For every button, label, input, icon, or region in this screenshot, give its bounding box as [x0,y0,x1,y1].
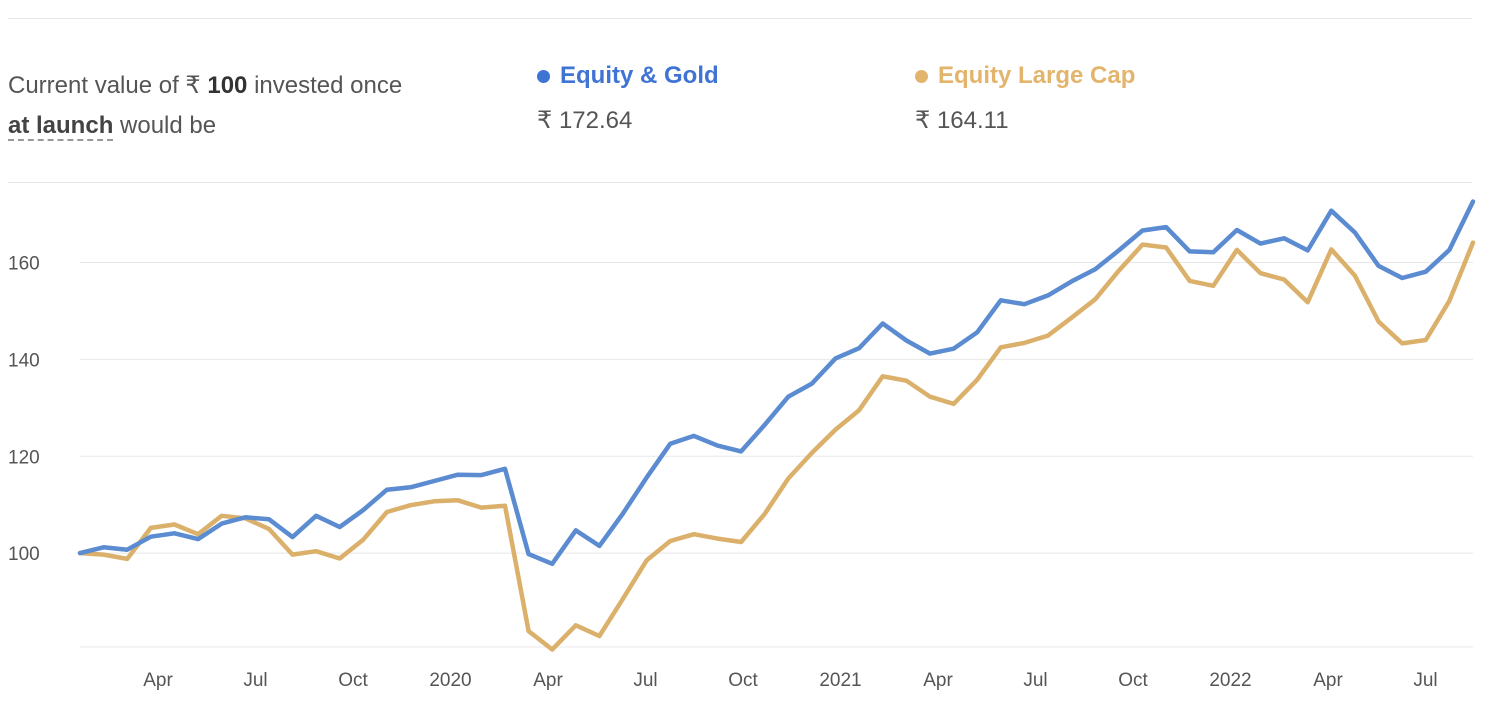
summary-suffix: invested once [247,72,403,99]
legend-dot-icon [537,69,550,83]
legend-equity-large-cap-value: ₹ 164.11 [915,107,1009,134]
y-tick-label: 120 [8,447,40,468]
x-tick-label: 2020 [429,670,471,691]
invested-amount: 100 [207,72,248,99]
legend-equity-gold-name: Equity & Gold [537,62,719,90]
x-tick-label: Jul [243,670,267,691]
legend-equity-large-cap-label: Equity Large Cap [938,62,1136,89]
x-tick-label: Apr [143,670,173,691]
x-tick-label: Apr [533,670,563,691]
legend-equity-large-cap-name: Equity Large Cap [915,62,1135,90]
summary-prefix: Current value of ₹ [8,72,208,99]
x-tick-label: Oct [338,670,368,691]
series-line-equity-gold [77,199,1476,567]
legend-equity-gold-value: ₹ 172.64 [537,107,633,134]
summary-text: Current value of ₹ 100 invested once at … [8,66,402,146]
top-divider [8,18,1472,19]
x-tick-label: Apr [1313,670,1343,691]
series-line-equity-large-cap [77,240,1476,652]
x-tick-label: Jul [1413,670,1437,691]
x-tick-label: Oct [728,670,758,691]
chart-divider [8,182,1472,183]
summary-end: would be [113,112,217,139]
x-tick-label: Jul [1023,670,1047,691]
x-tick-label: Jul [633,670,657,691]
legend-dot-icon [915,69,928,83]
x-tick-label: 2022 [1209,670,1251,691]
legend-equity-gold: Equity & Gold ₹ 172.64 [537,62,719,135]
period-selector[interactable]: at launch [8,112,114,141]
summary-line-2: at launch would be [8,106,402,146]
y-tick-label: 100 [8,544,40,565]
x-tick-label: Oct [1118,670,1148,691]
y-tick-label: 140 [8,350,40,371]
x-tick-label: 2021 [819,670,861,691]
line-chart[interactable]: 100 120 140 160 Apr Jul Oct 2020 Apr Jul Oct 2021 Ap… [0,185,1500,706]
legend-equity-large-cap: Equity Large Cap ₹ 164.11 [915,62,1135,135]
y-tick-label: 160 [8,254,40,275]
legend-equity-gold-label: Equity & Gold [560,62,719,89]
x-tick-label: Apr [923,670,953,691]
summary-line-1: Current value of ₹ 100 invested once [8,66,402,106]
